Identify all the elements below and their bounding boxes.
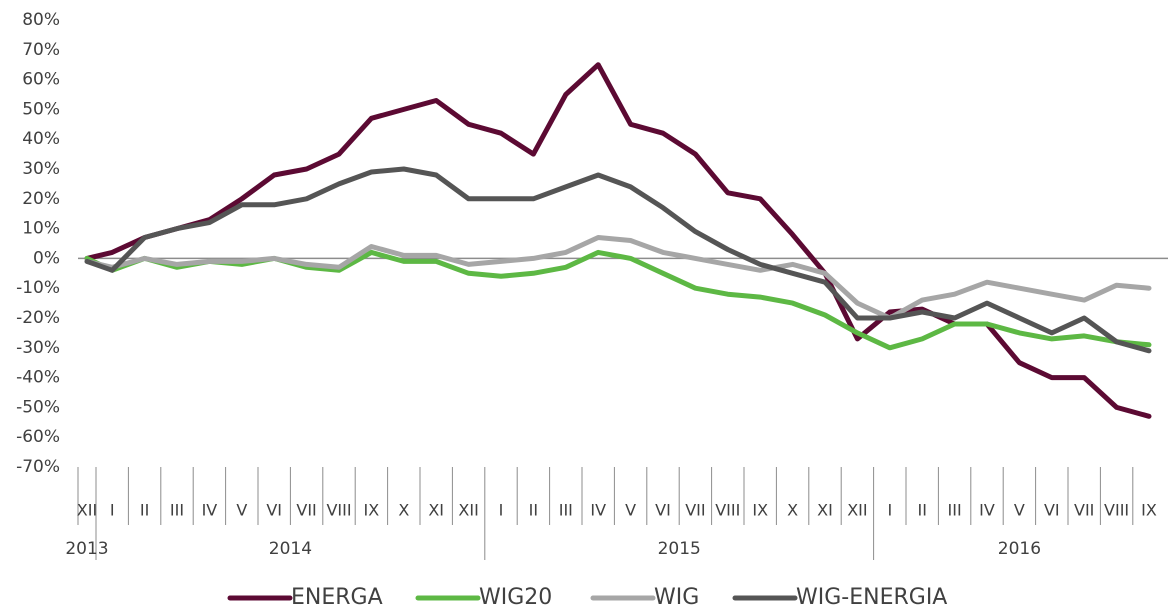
year-label: 2016	[998, 539, 1041, 559]
x-tick-label: VI	[655, 501, 671, 520]
y-tick-label: -40%	[16, 368, 60, 388]
x-tick-label: IX	[364, 501, 380, 520]
x-tick-label: XII	[458, 501, 478, 520]
y-tick-label: 30%	[22, 159, 60, 179]
x-tick-label: I	[110, 501, 115, 520]
x-tick-label: VII	[1074, 501, 1094, 520]
y-tick-label: 20%	[22, 189, 60, 209]
y-tick-label: 40%	[22, 129, 60, 149]
y-tick-label: -10%	[16, 278, 60, 298]
x-tick-label: IX	[1141, 501, 1157, 520]
y-tick-label: -50%	[16, 397, 60, 417]
y-tick-label: -20%	[16, 308, 60, 328]
x-tick-label: VI	[266, 501, 282, 520]
x-tick-label: VIII	[1104, 501, 1129, 520]
year-label: 2013	[65, 539, 108, 559]
x-tick-label: I	[499, 501, 504, 520]
y-tick-label: -70%	[16, 457, 60, 477]
x-tick-label: III	[170, 501, 184, 520]
x-tick-label: VIII	[326, 501, 351, 520]
y-tick-label: 70%	[22, 40, 60, 60]
y-tick-label: 10%	[22, 219, 60, 239]
year-label: 2015	[658, 539, 701, 559]
x-tick-label: XI	[817, 501, 833, 520]
x-tick-label: VIII	[715, 501, 740, 520]
x-tick-label: XII	[77, 501, 97, 520]
x-tick-label: XI	[428, 501, 444, 520]
x-tick-label: III	[948, 501, 962, 520]
x-tick-label: II	[917, 501, 926, 520]
legend-label: WIG	[654, 585, 699, 608]
x-tick-label: IV	[590, 501, 606, 520]
x-tick-label: VII	[296, 501, 316, 520]
y-tick-label: 80%	[22, 10, 60, 30]
series-line	[84, 166, 1152, 354]
x-tick-label: IV	[202, 501, 218, 520]
x-tick-label: VII	[685, 501, 705, 520]
x-tick-label: IX	[752, 501, 768, 520]
x-tick-label: I	[887, 501, 892, 520]
x-tick-label: V	[625, 501, 636, 520]
x-tick-label: X	[398, 501, 409, 520]
y-tick-label: -30%	[16, 338, 60, 358]
legend-label: ENERGA	[291, 585, 383, 608]
y-tick-label: 0%	[33, 248, 60, 268]
legend-label: WIG20	[479, 585, 552, 608]
series-line	[84, 235, 1152, 321]
y-tick-label: 50%	[22, 99, 60, 119]
x-tick-label: II	[140, 501, 149, 520]
year-label: 2014	[269, 539, 312, 559]
series-line	[84, 249, 1152, 351]
y-tick-label: -60%	[16, 427, 60, 447]
x-tick-label: XII	[847, 501, 867, 520]
x-tick-label: V	[236, 501, 247, 520]
legend-label: WIG-ENERGIA	[796, 585, 947, 608]
x-tick-label: VI	[1044, 501, 1060, 520]
x-tick-label: III	[559, 501, 573, 520]
x-tick-label: IV	[979, 501, 995, 520]
y-tick-label: 60%	[22, 70, 60, 90]
x-tick-label: V	[1014, 501, 1025, 520]
x-tick-label: X	[787, 501, 798, 520]
x-tick-label: II	[529, 501, 538, 520]
